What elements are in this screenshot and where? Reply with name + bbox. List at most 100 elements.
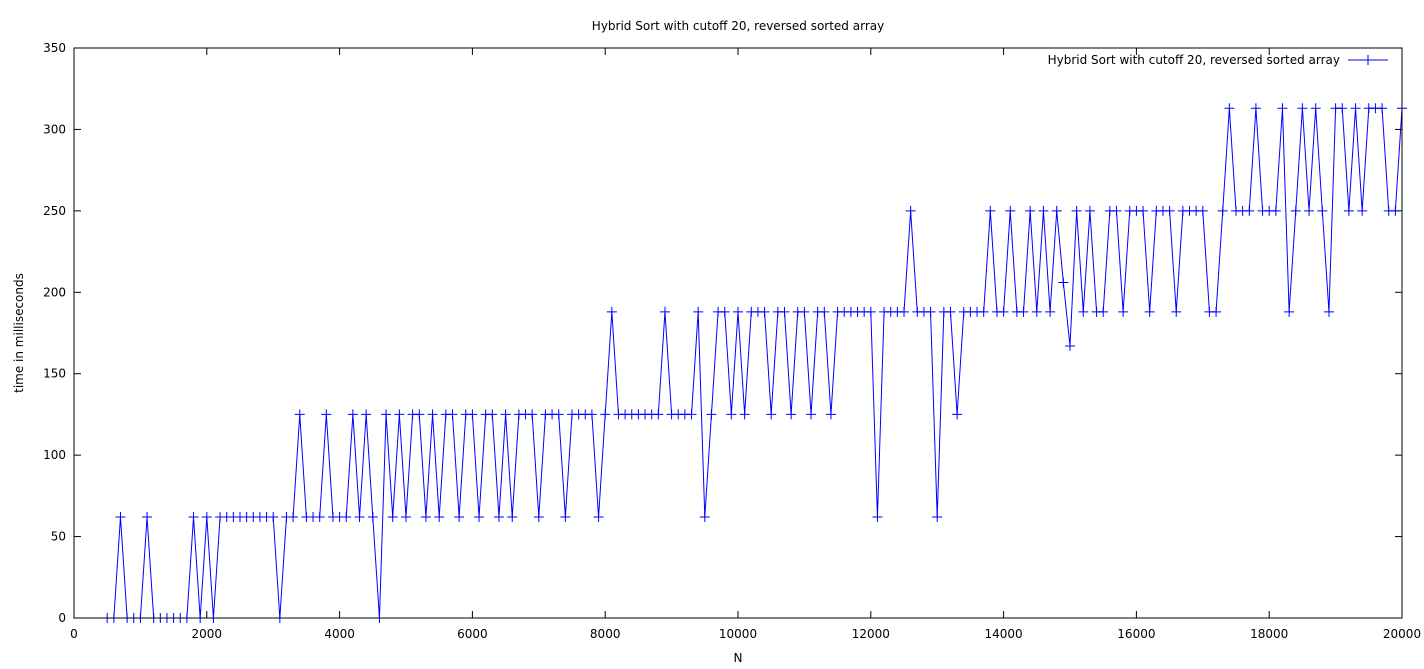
data-point <box>1343 205 1354 216</box>
data-point <box>825 409 836 420</box>
data-point <box>493 512 504 523</box>
x-tick-label: 16000 <box>1117 627 1155 641</box>
y-tick-label: 50 <box>51 530 66 544</box>
data-point <box>500 409 511 420</box>
data-point <box>1323 306 1334 317</box>
data-point <box>268 512 279 523</box>
data-point <box>1270 205 1281 216</box>
data-point <box>739 409 750 420</box>
data-point <box>347 409 358 420</box>
x-tick-label: 10000 <box>719 627 757 641</box>
y-tick-label: 200 <box>43 285 66 299</box>
data-point <box>600 409 611 420</box>
legend-marker <box>1363 55 1373 65</box>
data-point <box>865 306 876 317</box>
data-point <box>899 306 909 317</box>
data-point <box>733 306 743 317</box>
data-point <box>115 512 126 523</box>
data-point <box>819 306 830 317</box>
data-point <box>142 512 153 523</box>
data-point <box>341 512 352 523</box>
data-point <box>1031 306 1042 317</box>
data-point <box>1317 205 1328 216</box>
data-point <box>759 306 770 317</box>
data-point <box>394 409 405 420</box>
data-point <box>779 306 790 317</box>
data-point <box>985 205 996 216</box>
axis-ticks: 0 2000 4000 6000 8000 10000 12000 14000 16000 180… <box>43 41 1421 641</box>
data-point <box>659 306 670 317</box>
data-point <box>905 205 916 216</box>
y-tick-label: 350 <box>43 41 66 55</box>
x-tick-label: 2000 <box>192 627 223 641</box>
data-point <box>1244 205 1255 216</box>
x-tick-label: 18000 <box>1250 627 1288 641</box>
data-point <box>420 512 431 523</box>
data-point <box>799 306 810 317</box>
data-point <box>925 306 936 317</box>
x-axis-label: N <box>734 651 743 665</box>
data-point <box>1357 205 1368 216</box>
data-point <box>1038 205 1049 216</box>
data-point <box>1018 306 1029 317</box>
data-point <box>454 512 465 523</box>
y-tick-label: 100 <box>43 448 66 462</box>
data-point <box>381 409 392 420</box>
x-tick-label: 6000 <box>457 627 488 641</box>
data-point <box>434 512 445 523</box>
data-point <box>321 409 332 420</box>
data-point <box>1005 205 1016 216</box>
x-tick-label: 12000 <box>852 627 890 641</box>
plot-border <box>73 47 1403 619</box>
data-point <box>487 409 498 420</box>
data-point <box>766 409 777 420</box>
data-point <box>699 512 710 523</box>
data-point <box>1045 306 1056 317</box>
x-tick-label: 14000 <box>985 627 1023 641</box>
data-point <box>693 306 704 317</box>
legend-label: Hybrid Sort with cutoff 20, reversed sor… <box>1048 53 1340 67</box>
x-tick-label: 20000 <box>1383 627 1421 641</box>
data-point <box>932 512 943 523</box>
data-point <box>1350 103 1361 114</box>
x-tick-label: 4000 <box>324 627 355 641</box>
data-point <box>294 409 305 420</box>
data-point <box>507 512 518 523</box>
data-point <box>686 409 697 420</box>
data-point <box>1111 205 1122 216</box>
data-point <box>1310 103 1321 114</box>
data-point <box>1284 306 1295 317</box>
data-point <box>288 512 299 523</box>
data-point <box>1250 103 1261 114</box>
x-tick-label: 8000 <box>590 627 621 641</box>
data-point <box>1377 103 1388 114</box>
data-point <box>1337 103 1348 114</box>
data-point <box>1118 306 1129 317</box>
data-point <box>586 409 597 420</box>
data-point <box>1071 205 1082 216</box>
data-point <box>1164 205 1175 216</box>
data-point <box>1171 306 1182 317</box>
data-point <box>527 409 538 420</box>
data-point <box>1025 205 1036 216</box>
data-point <box>201 512 212 523</box>
data-point <box>1197 205 1208 216</box>
data-point <box>1065 341 1075 352</box>
data-point <box>1224 103 1235 114</box>
data-point <box>952 409 963 420</box>
data-point <box>1297 103 1308 114</box>
data-point <box>188 512 199 523</box>
y-tick-label: 0 <box>58 611 66 625</box>
data-point <box>1098 306 1109 317</box>
data-point <box>560 512 571 523</box>
data-point <box>314 512 325 523</box>
data-point <box>354 512 365 523</box>
data-point <box>361 409 372 420</box>
data-point <box>401 512 411 523</box>
data-point <box>719 306 730 317</box>
data-point <box>593 512 604 523</box>
data-point <box>998 306 1009 317</box>
data-point <box>653 409 664 420</box>
